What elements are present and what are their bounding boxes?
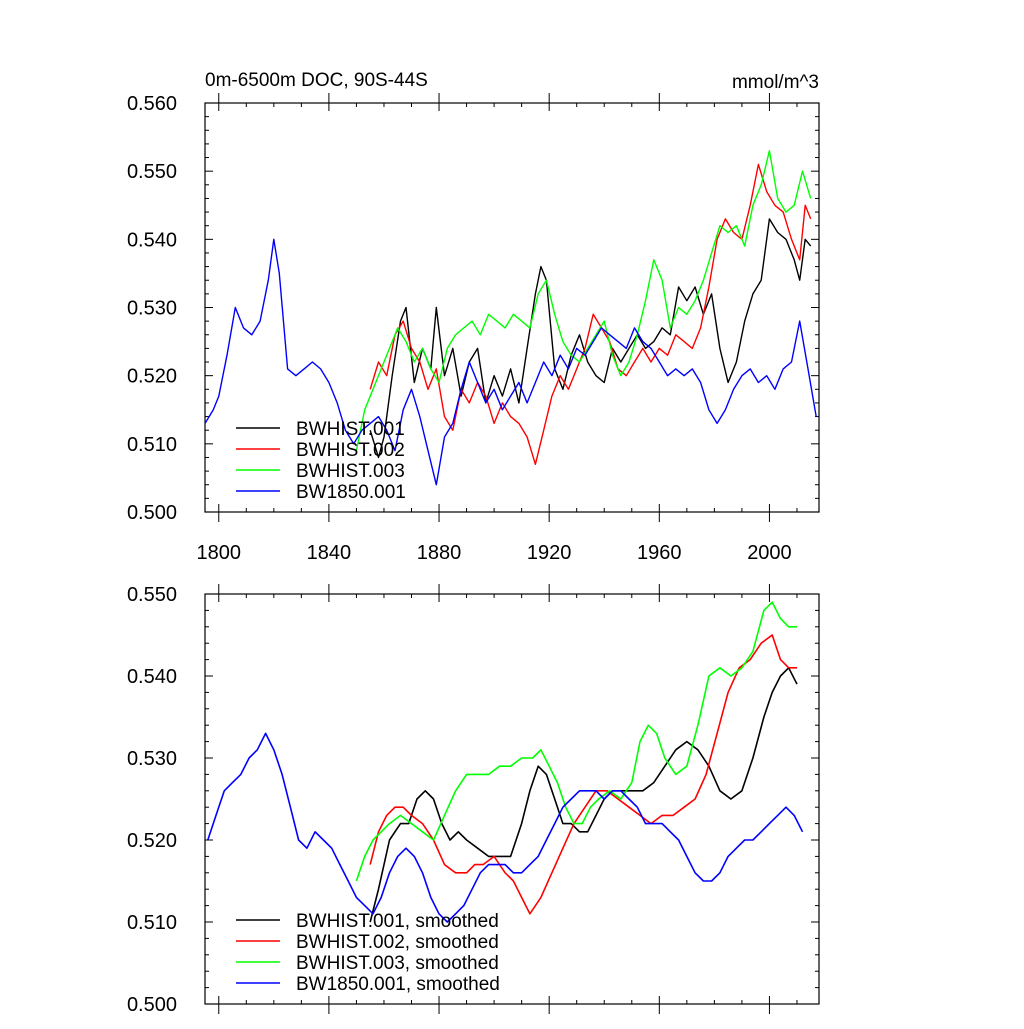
y-tick-label: 0.540 — [127, 229, 177, 251]
y-tick-label: 0.500 — [127, 994, 177, 1016]
plot-frame — [204, 593, 820, 1005]
y-tick-label: 0.520 — [127, 366, 177, 388]
y-tick-label: 0.550 — [127, 161, 177, 183]
legend-label: BWHIST.003, smoothed — [296, 953, 499, 974]
legend-label: BWHIST.003 — [296, 461, 405, 482]
y-tick-label: 0.520 — [127, 830, 177, 852]
x-tick-label: 2000 — [747, 542, 792, 564]
legend-label: BWHIST.001 — [296, 419, 405, 440]
y-tick-label: 0.510 — [127, 434, 177, 456]
series-line-bwhist-003-smoothed — [355, 601, 797, 882]
chart-title: 0m-6500m DOC, 90S-44S — [205, 70, 428, 91]
series-line-bwhist-001-smoothed — [369, 666, 798, 923]
chart-panel-2: 0.500 0.510 0.520 0.530 0.540 0.550 BWHIST.001… — [127, 584, 820, 1016]
chart-panel-1: 0.500 0.510 0.520 0.530 0.540 0.550 0.560 1800 1… — [127, 70, 820, 564]
y-tick-label: 0.540 — [127, 666, 177, 688]
series-line-bw1850-001-smoothed — [207, 732, 804, 923]
legend-label: BWHIST.001, smoothed — [296, 911, 499, 932]
x-tick-label: 1880 — [417, 542, 462, 564]
x-tick-label: 1840 — [307, 542, 352, 564]
y-tick-label: 0.500 — [127, 502, 177, 524]
y-tick-label: 0.530 — [127, 748, 177, 770]
x-tick-label: 1960 — [637, 542, 682, 564]
x-tick-label: 1800 — [197, 542, 242, 564]
units-label: mmol/m^3 — [732, 72, 819, 93]
legend-label: BWHIST.002 — [296, 440, 405, 461]
series-line-bwhist-003 — [355, 149, 812, 451]
series-line-bw1850-001 — [204, 238, 817, 486]
x-tick-label: 1920 — [527, 542, 572, 564]
y-tick-label: 0.530 — [127, 298, 177, 320]
legend-label: BW1850.001 — [296, 482, 406, 503]
legend-label: BW1850.001, smoothed — [296, 974, 500, 995]
legend-label: BWHIST.002, smoothed — [296, 932, 499, 953]
series-line-bwhist-001 — [369, 218, 812, 459]
y-tick-label: 0.510 — [127, 912, 177, 934]
y-tick-label: 0.550 — [127, 584, 177, 606]
y-tick-label: 0.560 — [127, 93, 177, 115]
series-line-bwhist-002-smoothed — [369, 634, 797, 915]
